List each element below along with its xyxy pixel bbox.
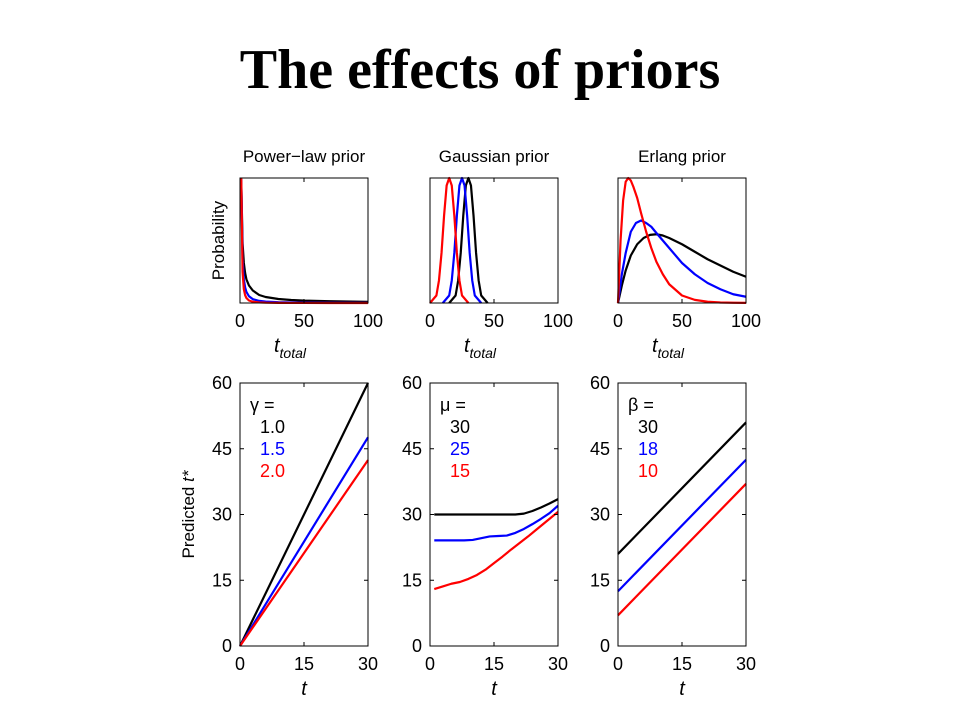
x-tick-label: 0 <box>235 654 245 674</box>
series-line-1 <box>240 182 369 303</box>
x-tick-label: 30 <box>358 654 378 674</box>
slide-title: The effects of priors <box>239 39 721 101</box>
legend-param: μ = <box>440 395 466 415</box>
legend-entry: 1.0 <box>260 417 285 437</box>
legend-entry: 1.5 <box>260 439 285 459</box>
x-tick-label: 50 <box>294 311 314 331</box>
y-tick-label: 45 <box>402 439 422 459</box>
series-line-1 <box>617 421 747 555</box>
x-axis-label: ttotal <box>652 335 685 361</box>
y-tick-label: 45 <box>212 439 232 459</box>
x-tick-label: 100 <box>543 311 573 331</box>
x-axis-label: t <box>491 678 498 700</box>
x-tick-label: 0 <box>425 654 435 674</box>
y-tick-label: 60 <box>590 373 610 393</box>
series-line-1 <box>434 498 559 516</box>
x-tick-label: 0 <box>613 654 623 674</box>
y-tick-label: 15 <box>590 570 610 590</box>
series-line-3 <box>239 459 369 647</box>
legend-entry: 10 <box>638 461 658 481</box>
legend-entry: 25 <box>450 439 470 459</box>
legend-entry: 15 <box>450 461 470 481</box>
x-axis-label: ttotal <box>274 335 307 361</box>
x-tick-label: 50 <box>672 311 692 331</box>
series-line-3 <box>240 177 369 305</box>
series-line-3 <box>617 483 747 617</box>
chart-title: Power−law prior <box>243 147 366 166</box>
x-axis-label: ttotal <box>464 335 497 361</box>
x-axis-label: t <box>301 678 308 700</box>
y-axis-label: Probability <box>209 200 228 280</box>
legend-param: γ = <box>250 395 275 415</box>
chart-title: Gaussian prior <box>439 147 550 166</box>
series-line-2 <box>617 458 747 592</box>
plot-frame <box>429 177 559 304</box>
chart-panel-4: 0 15 30 0 15 30 45 60 t Predicted t* γ =1.01.52.0 <box>179 373 378 700</box>
x-tick-label: 15 <box>672 654 692 674</box>
y-axis-label: Predicted t* <box>179 469 198 558</box>
y-tick-label: 60 <box>212 373 232 393</box>
y-tick-label: 15 <box>402 570 422 590</box>
y-tick-label: 0 <box>600 636 610 656</box>
x-tick-label: 50 <box>484 311 504 331</box>
chart-panel-3: 0 50 100 Erlang prior ttotal <box>613 147 761 361</box>
y-tick-label: 0 <box>412 636 422 656</box>
legend-entry: 2.0 <box>260 461 285 481</box>
y-tick-label: 60 <box>402 373 422 393</box>
x-tick-label: 30 <box>736 654 756 674</box>
x-tick-label: 0 <box>425 311 435 331</box>
series-line-1 <box>239 382 369 647</box>
y-tick-label: 45 <box>590 439 610 459</box>
chart-panel-1: 0 50 100 Power−law prior ttotal Probability <box>209 147 383 361</box>
y-tick-label: 15 <box>212 570 232 590</box>
series-line-3 <box>616 176 747 304</box>
x-tick-label: 15 <box>484 654 504 674</box>
y-tick-label: 0 <box>222 636 232 656</box>
legend-entry: 30 <box>638 417 658 437</box>
series-line-2 <box>434 504 559 542</box>
legend-entry: 30 <box>450 417 470 437</box>
x-tick-label: 100 <box>731 311 761 331</box>
x-tick-label: 0 <box>235 311 245 331</box>
series-line-1 <box>616 233 747 304</box>
x-tick-label: 100 <box>353 311 383 331</box>
series-line-2 <box>239 436 369 647</box>
chart-title: Erlang prior <box>638 147 726 166</box>
series-line-2 <box>240 179 369 304</box>
y-tick-label: 30 <box>212 505 232 525</box>
x-tick-label: 30 <box>548 654 568 674</box>
x-tick-label: 0 <box>613 311 623 331</box>
plot-frame <box>239 177 369 304</box>
chart-panel-2: 0 50 100 Gaussian prior ttotal <box>425 147 573 361</box>
x-axis-label: t <box>679 678 686 700</box>
y-tick-label: 30 <box>590 505 610 525</box>
series-line-2 <box>616 219 747 304</box>
series-line-3 <box>433 511 559 591</box>
x-tick-label: 15 <box>294 654 314 674</box>
legend-param: β = <box>628 395 654 415</box>
legend-entry: 18 <box>638 439 658 459</box>
y-tick-label: 30 <box>402 505 422 525</box>
